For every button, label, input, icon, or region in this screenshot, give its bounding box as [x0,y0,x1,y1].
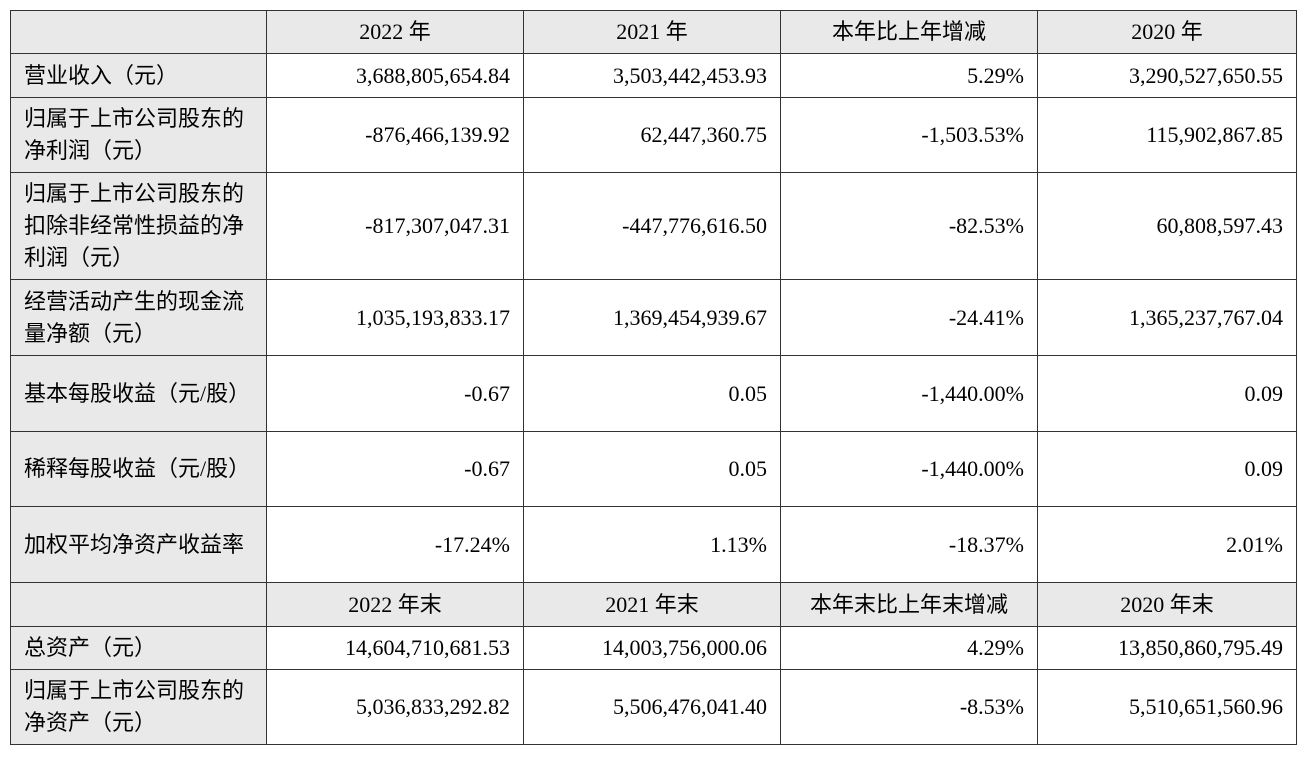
table-row: 总资产（元） 14,604,710,681.53 14,003,756,000.… [10,626,1297,670]
row-label: 加权平均净资产收益率 [10,506,267,583]
value-cell: -876,466,139.92 [266,97,524,173]
value-cell: -0.67 [266,355,524,432]
value-cell: -0.67 [266,431,524,507]
header-cell: 2022 年 [266,10,524,54]
table-header-row: 2022 年 2021 年 本年比上年增减 2020 年 [10,10,1297,54]
value-cell: 60,808,597.43 [1037,172,1297,280]
header-cell: 本年比上年增减 [780,10,1038,54]
value-cell: -24.41% [780,279,1038,356]
row-label: 营业收入（元） [10,53,267,98]
table-row: 归属于上市公司股东的扣除非经常性损益的净利润（元） -817,307,047.3… [10,172,1297,280]
value-cell: -82.53% [780,172,1038,280]
value-cell: 4.29% [780,626,1038,670]
row-label: 总资产（元） [10,626,267,670]
value-cell: -447,776,616.50 [523,172,781,280]
value-cell: -1,503.53% [780,97,1038,173]
value-cell: -17.24% [266,506,524,583]
row-label: 基本每股收益（元/股） [10,355,267,432]
row-label: 归属于上市公司股东的净利润（元） [10,97,267,173]
row-label: 经营活动产生的现金流量净额（元） [10,279,267,356]
value-cell: 14,003,756,000.06 [523,626,781,670]
value-cell: 5.29% [780,53,1038,98]
value-cell: 5,510,651,560.96 [1037,669,1297,745]
value-cell: 0.05 [523,355,781,432]
header-cell: 2021 年末 [523,582,781,627]
header-cell: 本年末比上年末增减 [780,582,1038,627]
value-cell: 3,688,805,654.84 [266,53,524,98]
value-cell: 3,290,527,650.55 [1037,53,1297,98]
table-subheader-row: 2022 年末 2021 年末 本年末比上年末增减 2020 年末 [10,582,1297,627]
value-cell: 115,902,867.85 [1037,97,1297,173]
value-cell: 1,365,237,767.04 [1037,279,1297,356]
row-label: 归属于上市公司股东的净资产（元） [10,669,267,745]
value-cell: 2.01% [1037,506,1297,583]
table-row: 稀释每股收益（元/股） -0.67 0.05 -1,440.00% 0.09 [10,431,1297,507]
table-row: 营业收入（元） 3,688,805,654.84 3,503,442,453.9… [10,53,1297,98]
header-cell [10,10,267,54]
value-cell: 62,447,360.75 [523,97,781,173]
table-row: 加权平均净资产收益率 -17.24% 1.13% -18.37% 2.01% [10,506,1297,583]
value-cell: 5,506,476,041.40 [523,669,781,745]
value-cell: 14,604,710,681.53 [266,626,524,670]
value-cell: 1,035,193,833.17 [266,279,524,356]
header-cell: 2020 年末 [1037,582,1297,627]
row-label: 归属于上市公司股东的扣除非经常性损益的净利润（元） [10,172,267,280]
header-cell: 2022 年末 [266,582,524,627]
value-cell: 1,369,454,939.67 [523,279,781,356]
value-cell: 1.13% [523,506,781,583]
row-label: 稀释每股收益（元/股） [10,431,267,507]
value-cell: 5,036,833,292.82 [266,669,524,745]
table-row: 归属于上市公司股东的净资产（元） 5,036,833,292.82 5,506,… [10,669,1297,745]
value-cell: 3,503,442,453.93 [523,53,781,98]
header-cell [10,582,267,627]
value-cell: 0.09 [1037,355,1297,432]
header-cell: 2020 年 [1037,10,1297,54]
value-cell: -817,307,047.31 [266,172,524,280]
table-row: 经营活动产生的现金流量净额（元） 1,035,193,833.17 1,369,… [10,279,1297,356]
value-cell: -18.37% [780,506,1038,583]
value-cell: -1,440.00% [780,431,1038,507]
table-row: 归属于上市公司股东的净利润（元） -876,466,139.92 62,447,… [10,97,1297,173]
value-cell: -1,440.00% [780,355,1038,432]
value-cell: 0.05 [523,431,781,507]
financial-summary-table: 2022 年 2021 年 本年比上年增减 2020 年 营业收入（元） 3,6… [10,10,1297,745]
value-cell: 0.09 [1037,431,1297,507]
header-cell: 2021 年 [523,10,781,54]
value-cell: 13,850,860,795.49 [1037,626,1297,670]
table-row: 基本每股收益（元/股） -0.67 0.05 -1,440.00% 0.09 [10,355,1297,432]
value-cell: -8.53% [780,669,1038,745]
